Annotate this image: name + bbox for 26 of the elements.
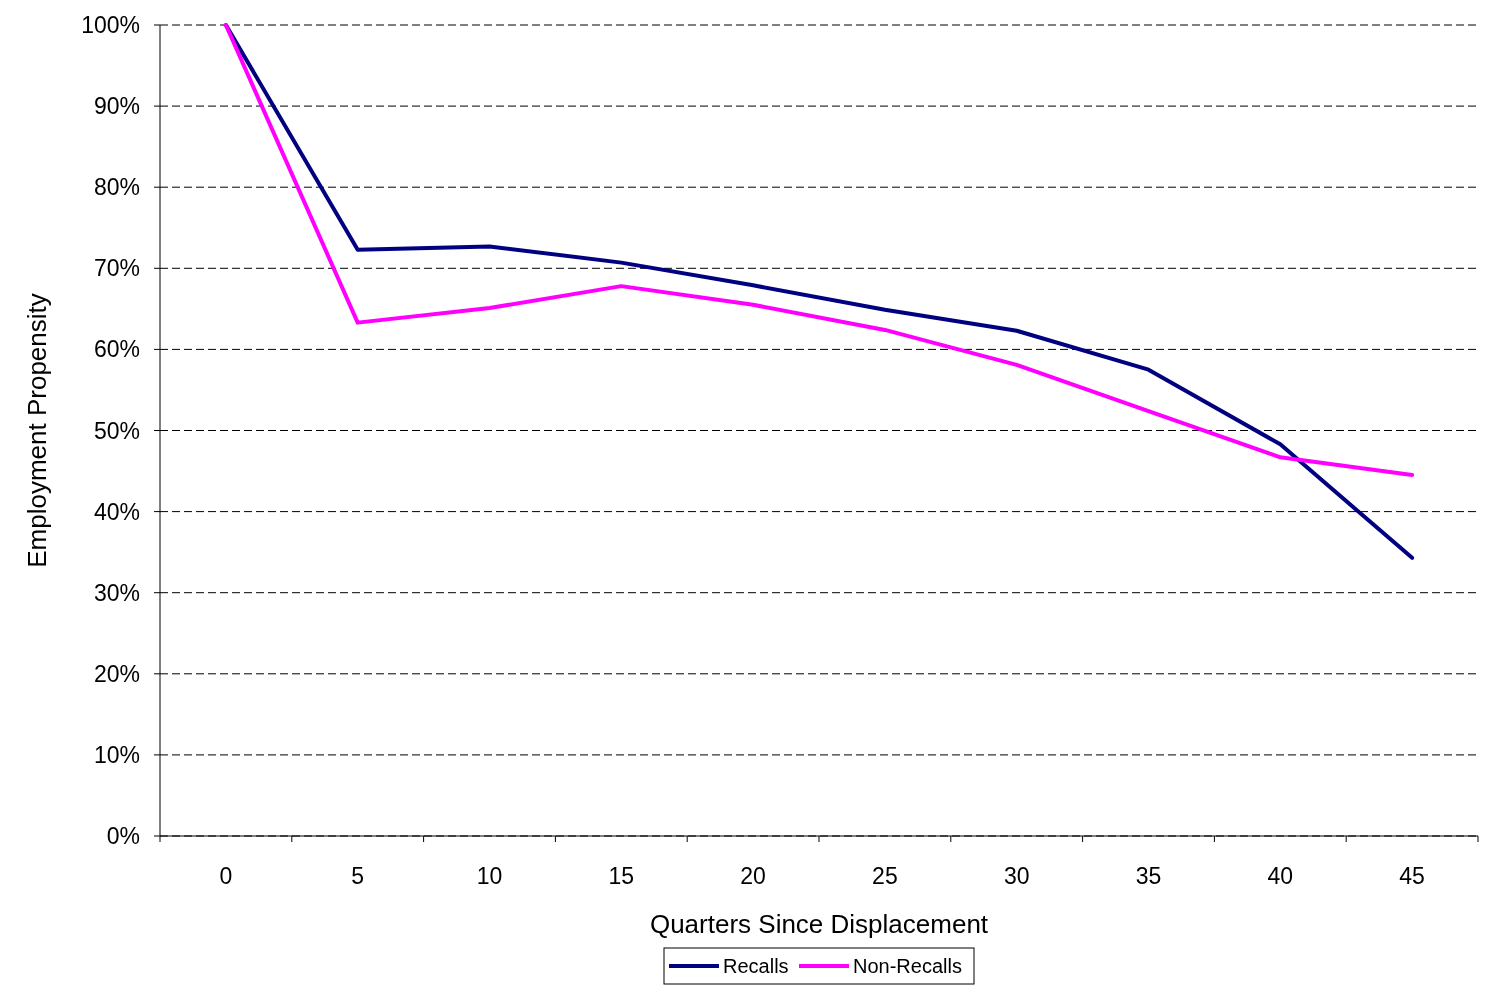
- x-tick-label: 45: [1399, 863, 1425, 889]
- x-tick-label: 40: [1267, 863, 1294, 889]
- y-tick-label: 100%: [81, 12, 140, 39]
- y-tick-label: 60%: [93, 336, 140, 363]
- y-tick-label: 90%: [93, 93, 140, 120]
- y-tick-label: 20%: [93, 660, 140, 687]
- x-axis-title: Quarters Since Displacement: [649, 909, 989, 939]
- line-series: [223, 23, 1415, 478]
- y-tick-label: 50%: [93, 417, 140, 444]
- y-tick-label: 70%: [93, 255, 140, 282]
- x-tick-label: 30: [1003, 863, 1030, 889]
- legend-label: Recalls: [723, 955, 789, 977]
- y-tick-label: 30%: [93, 579, 140, 606]
- legend-label: Non-Recalls: [853, 955, 962, 977]
- y-tick-label: 40%: [93, 498, 140, 525]
- x-tick-label: 15: [608, 863, 635, 889]
- y-tick-label: 10%: [93, 741, 140, 768]
- x-tick-label: 25: [872, 863, 898, 889]
- x-tick-label: 35: [1135, 863, 1162, 889]
- y-tick-label: 80%: [93, 174, 140, 201]
- y-axis-title: Employment Propensity: [22, 293, 52, 568]
- x-tick-label: 5: [351, 863, 365, 889]
- y-tick-label: 0%: [106, 823, 140, 850]
- x-tick-label: 0: [219, 863, 233, 889]
- x-tick-label: 10: [476, 863, 503, 889]
- x-tick-label: 20: [740, 863, 766, 889]
